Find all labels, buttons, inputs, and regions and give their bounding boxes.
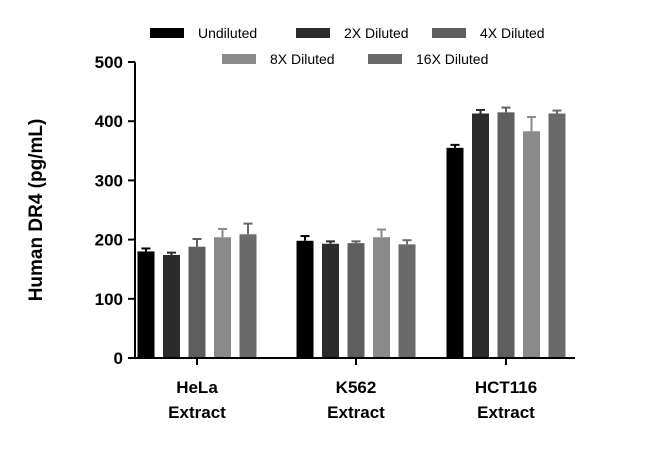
bar	[296, 240, 314, 358]
x-tick-label: HeLa	[176, 378, 218, 397]
x-tick-label: HCT116	[475, 378, 537, 397]
legend-swatch	[368, 54, 402, 64]
x-tick-label: Extract	[477, 403, 535, 422]
legend-label: 16X Diluted	[416, 51, 488, 67]
y-tick-label: 300	[95, 171, 123, 190]
bar	[523, 131, 540, 358]
legend-swatch	[432, 28, 466, 38]
legend-swatch	[150, 28, 184, 38]
legend-label: 8X Diluted	[270, 51, 335, 67]
x-tick-label: Extract	[168, 403, 226, 422]
legend: Undiluted 2X Diluted 4X Diluted 8X Diluted 1…	[150, 25, 545, 67]
y-tick-label: 500	[95, 53, 123, 72]
bar	[472, 113, 489, 358]
legend-label: Undiluted	[198, 25, 257, 41]
x-tick-label: K562	[336, 378, 377, 397]
bars-group	[137, 106, 566, 358]
y-tick-label: 400	[95, 112, 123, 131]
y-tick-label: 200	[95, 231, 123, 250]
bar	[446, 147, 464, 358]
bar	[398, 244, 416, 358]
bar	[163, 254, 180, 358]
axes-group: 0 100 200 300 400 500 HeLa Extract K562 Extract HC…	[95, 53, 575, 422]
legend-swatch	[296, 28, 330, 38]
y-tick-label: 100	[95, 290, 123, 309]
bar	[188, 246, 206, 358]
legend-label: 4X Diluted	[480, 25, 545, 41]
y-axis-label: Human DR4 (pg/mL)	[26, 119, 47, 302]
bar	[239, 234, 257, 358]
bar	[548, 113, 566, 358]
bar	[373, 237, 390, 358]
bar	[322, 243, 339, 358]
legend-label: 2X Diluted	[344, 25, 409, 41]
bar	[137, 251, 155, 358]
bar	[214, 237, 231, 358]
bar	[497, 112, 515, 358]
bar	[347, 243, 365, 358]
y-tick-label: 0	[114, 349, 123, 368]
x-tick-label: Extract	[327, 403, 385, 422]
legend-swatch	[222, 54, 256, 64]
